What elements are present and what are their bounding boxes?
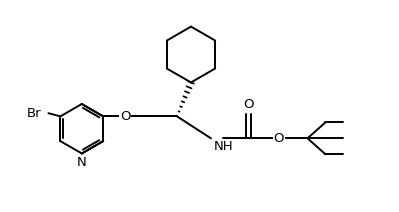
Text: NH: NH — [214, 139, 234, 152]
Text: O: O — [120, 110, 130, 123]
Text: Br: Br — [27, 107, 41, 120]
Text: N: N — [77, 156, 87, 169]
Text: O: O — [274, 132, 284, 145]
Text: O: O — [244, 98, 254, 111]
